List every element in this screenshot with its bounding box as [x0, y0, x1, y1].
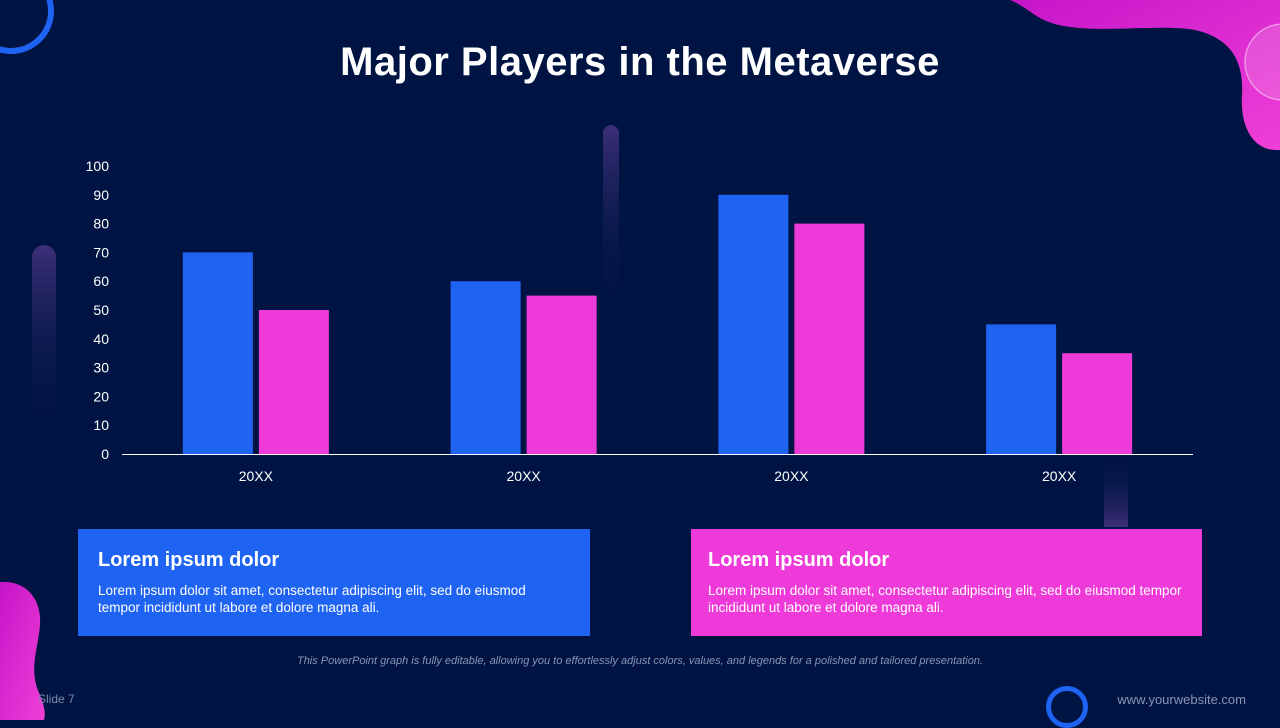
footnote: This PowerPoint graph is fully editable,…: [296, 655, 984, 667]
bar-series2-category3: [794, 223, 865, 454]
y-tick-label: 40: [93, 331, 109, 347]
bar-series1-category2: [450, 281, 521, 454]
pink-blob-top-right: [1010, 0, 1280, 151]
website-url: www.yourwebsite.com: [1117, 692, 1246, 707]
bar-series2-category4: [1062, 353, 1133, 454]
info-box-pink-heading: Lorem ipsum dolor: [708, 549, 890, 571]
y-tick-label: 90: [93, 187, 109, 203]
x-tick-label: 20XX: [1042, 468, 1077, 484]
stick-decoration-left: [32, 245, 56, 435]
x-tick-label: 20XX: [774, 468, 809, 484]
bar-series1-category1: [182, 252, 253, 454]
slide-title: Major Players in the Metaverse: [340, 40, 940, 84]
stick-decoration-center: [603, 125, 619, 310]
bar-series2-category2: [526, 295, 597, 454]
bar-series1-category3: [718, 194, 789, 455]
x-tick-label: 20XX: [239, 468, 274, 484]
y-tick-label: 70: [93, 244, 109, 260]
info-box-pink-text: Lorem ipsum dolor sit amet, consectetur …: [708, 583, 1182, 615]
bar-series1-category4: [986, 324, 1057, 454]
y-tick-label: 30: [93, 360, 109, 376]
y-tick-label: 0: [101, 446, 109, 462]
bar-series2-category1: [258, 310, 329, 454]
slide-number: Slide 7: [38, 692, 75, 706]
y-tick-label: 50: [93, 302, 109, 318]
y-tick-label: 80: [93, 216, 109, 232]
stick-decoration-right: [1104, 455, 1128, 527]
info-box-blue-text: Lorem ipsum dolor sit amet, consectetur …: [98, 583, 526, 615]
y-tick-label: 20: [93, 388, 109, 404]
info-box-pink: Lorem ipsum dolor Lorem ipsum dolor sit …: [691, 529, 1202, 636]
y-tick-label: 100: [86, 158, 110, 174]
info-box-blue: Lorem ipsum dolor Lorem ipsum dolor sit …: [78, 529, 590, 636]
y-tick-label: 10: [93, 417, 109, 433]
x-tick-label: 20XX: [507, 468, 542, 484]
y-tick-label: 60: [93, 273, 109, 289]
pink-blob-bottom-left: [0, 581, 45, 720]
info-box-blue-heading: Lorem ipsum dolor: [98, 549, 280, 571]
